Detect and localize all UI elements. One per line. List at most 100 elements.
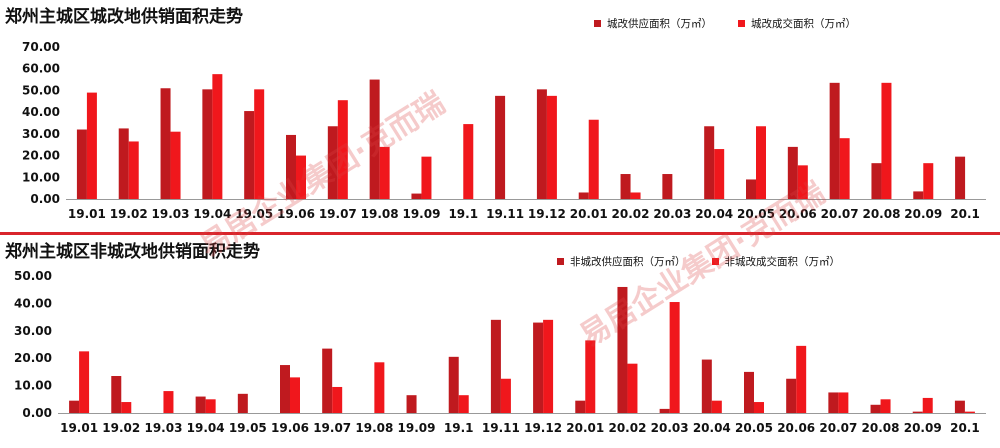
x-tick-label: 20.07	[819, 421, 857, 435]
x-tick-label: 20.09	[904, 207, 942, 221]
x-tick-label: 19.12	[524, 421, 562, 435]
supply-chart-non-renewal: 郑州主城区非城改地供销面积走势 非城改供应面积（万㎡） 非城改成交面积（万㎡） …	[0, 234, 1000, 448]
legend-item-supply: 城改供应面积（万㎡）	[594, 16, 712, 31]
bar-deal	[881, 82, 892, 199]
plot-area-renewal: 0.00 10.00 20.00 30.00 40.00 50.00 60.00 70.00 1…	[22, 40, 986, 221]
bar-supply	[244, 111, 255, 199]
bar-deal	[964, 411, 975, 413]
bar-supply	[701, 359, 712, 413]
x-tick-label: 20.04	[695, 207, 733, 221]
bar-supply	[746, 179, 756, 199]
bar-supply	[202, 89, 213, 199]
bar-supply	[406, 395, 417, 413]
legend-item-deal: 城改成交面积（万㎡）	[738, 16, 856, 31]
bar-supply	[954, 400, 965, 413]
bar-supply	[617, 286, 628, 413]
y-tick-label: 0.00	[30, 192, 60, 206]
bar-deal	[714, 149, 725, 199]
y-tick-label: 40.00	[22, 105, 60, 119]
x-tick-label: 19.01	[68, 207, 106, 221]
bar-deal	[839, 138, 850, 199]
legend-label-supply: 城改供应面积（万㎡）	[607, 18, 712, 30]
bar-deal	[374, 362, 385, 413]
x-tick-label: 19.04	[193, 207, 231, 221]
x-tick-label: 19.11	[482, 421, 520, 435]
legend-swatch-supply	[557, 258, 564, 265]
bar-supply	[704, 126, 715, 199]
x-tick-label: 20.09	[904, 421, 942, 435]
bar-deal	[254, 89, 265, 199]
bar-deal	[205, 399, 216, 413]
bar-supply	[662, 174, 673, 199]
bar-supply	[536, 89, 547, 199]
bar-deal	[458, 395, 469, 413]
bar-supply	[870, 404, 881, 413]
y-tick-label: 50.00	[22, 83, 60, 97]
legend-swatch-deal	[738, 20, 745, 27]
y-tick-label: 20.00	[14, 351, 52, 365]
x-tick-label: 20.06	[779, 207, 817, 221]
x-tick-label: 20.03	[653, 207, 691, 221]
y-tick-label: 0.00	[22, 406, 52, 420]
bar-deal	[290, 377, 300, 413]
bar-supply	[195, 396, 206, 413]
bar-supply	[620, 174, 631, 199]
legend-item-supply: 非城改供应面积（万㎡）	[557, 254, 686, 269]
bar-supply	[69, 400, 80, 413]
bar-deal	[128, 141, 139, 199]
bar-deal	[669, 302, 680, 413]
bar-deal	[546, 95, 557, 199]
supply-chart-renewal: 郑州主城区城改地供销面积走势 城改供应面积（万㎡） 城改成交面积（万㎡） 0.0…	[0, 7, 1000, 234]
bar-deal	[585, 340, 596, 413]
chart-title-non-renewal: 郑州主城区非城改地供销面积走势	[5, 242, 260, 262]
y-tick-label: 20.00	[22, 149, 60, 163]
x-tick-label: 20.1	[950, 207, 980, 221]
legend-label-deal: 城改成交面积（万㎡）	[751, 18, 856, 30]
bar-deal	[711, 400, 722, 413]
x-tick-label: 20.02	[612, 207, 650, 221]
bar-supply	[280, 365, 290, 413]
y-tick-label: 60.00	[22, 62, 60, 76]
bar-deal	[630, 192, 641, 199]
legend-item-deal: 非城改成交面积（万㎡）	[711, 254, 840, 269]
x-tick-label: 19.05	[235, 207, 273, 221]
bar-supply	[533, 322, 544, 413]
legend-swatch-deal	[711, 258, 719, 265]
x-tick-label: 20.04	[693, 421, 731, 435]
y-tick-label: 10.00	[22, 170, 60, 184]
legend-non-renewal: 非城改供应面积（万㎡） 非城改成交面积（万㎡）	[557, 254, 840, 269]
y-tick-label: 50.00	[14, 269, 52, 283]
bar-deal	[588, 119, 599, 199]
x-tick-label: 19.06	[277, 207, 315, 221]
bar-supply	[327, 126, 338, 199]
bar-supply	[828, 392, 839, 413]
bar-deal	[332, 386, 343, 413]
y-tick-label: 10.00	[14, 379, 52, 393]
bar-deal	[337, 100, 348, 199]
bar-deal	[756, 126, 766, 199]
x-tick-label: 20.08	[862, 207, 900, 221]
bar-deal	[797, 165, 808, 199]
x-tick-label: 19.02	[110, 207, 148, 221]
bar-supply	[490, 319, 501, 413]
bar-deal	[379, 146, 390, 199]
bar-supply	[118, 128, 129, 199]
bar-deal	[796, 345, 807, 413]
bar-supply	[160, 88, 171, 199]
plot-area-non-renewal: 0.00 10.00 20.00 30.00 40.00 50.00 19.01 19.02 1…	[14, 269, 986, 435]
bar-deal	[170, 131, 181, 199]
y-tick-label: 40.00	[14, 296, 52, 310]
bar-supply	[575, 400, 586, 413]
x-tick-label: 19.01	[60, 421, 98, 435]
bar-deal	[86, 92, 97, 199]
x-tick-label: 19.08	[361, 207, 399, 221]
chart-title-renewal: 郑州主城区城改地供销面积走势	[5, 7, 243, 27]
legend-label-supply: 非城改供应面积（万㎡）	[570, 256, 686, 268]
x-tick-label: 19.12	[528, 207, 566, 221]
x-tick-label: 20.01	[570, 207, 608, 221]
x-tick-label: 19.1	[444, 421, 474, 435]
bar-deal	[79, 351, 90, 413]
bar-supply	[111, 376, 122, 413]
y-tick-label: 30.00	[14, 324, 52, 338]
